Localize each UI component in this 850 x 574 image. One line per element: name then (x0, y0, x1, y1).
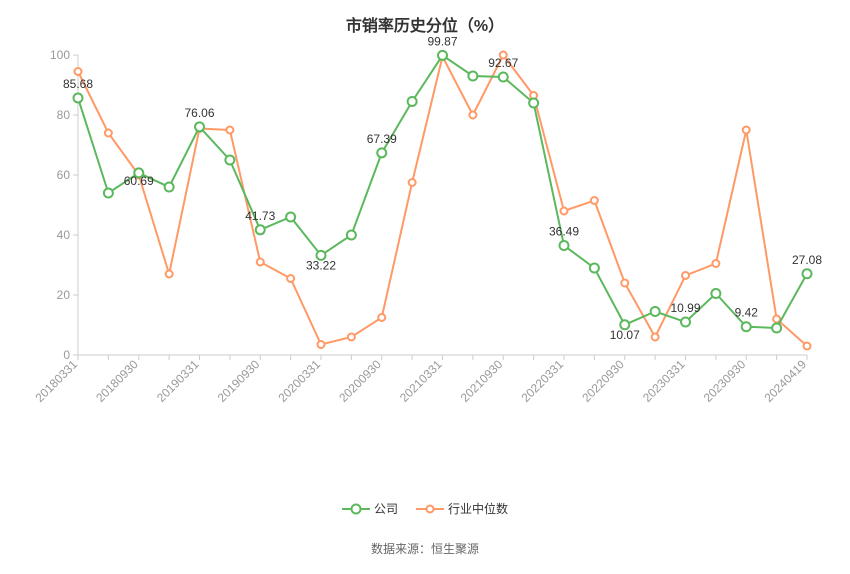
company-point-label: 60.69 (124, 174, 154, 188)
y-tick-label: 40 (57, 228, 71, 242)
median-marker[interactable] (773, 316, 780, 323)
company-marker[interactable] (772, 324, 781, 333)
company-marker[interactable] (560, 241, 569, 250)
median-marker[interactable] (409, 179, 416, 186)
x-tick-label: 20180331 (32, 357, 80, 405)
legend-median-label: 行业中位数 (448, 500, 508, 517)
median-marker[interactable] (561, 208, 568, 215)
ps-percentile-chart: 市销率历史分位（%） 02040608010020180331201809302… (0, 0, 850, 574)
median-marker[interactable] (591, 197, 598, 204)
x-tick-label: 20190331 (154, 357, 202, 405)
company-marker[interactable] (468, 72, 477, 81)
median-marker[interactable] (226, 127, 233, 134)
company-point-label: 99.87 (427, 34, 457, 48)
company-marker[interactable] (408, 97, 417, 106)
legend-company[interactable]: 公司 (342, 500, 398, 517)
plot-svg: 0204060801002018033120180930201903312019… (70, 45, 815, 425)
company-marker[interactable] (803, 269, 812, 278)
x-tick-label: 20230331 (640, 357, 688, 405)
median-marker[interactable] (804, 343, 811, 350)
company-point-label: 67.39 (367, 132, 397, 146)
legend-company-label: 公司 (374, 500, 398, 517)
legend: 公司 行业中位数 (0, 500, 850, 517)
median-marker[interactable] (712, 260, 719, 267)
company-point-label: 27.08 (792, 253, 822, 267)
legend-median-marker (416, 502, 444, 516)
company-point-label: 10.07 (610, 328, 640, 342)
median-marker[interactable] (287, 275, 294, 282)
company-marker[interactable] (590, 264, 599, 273)
x-tick-label: 20210930 (458, 357, 506, 405)
data-source: 数据来源：恒生聚源 (0, 540, 850, 557)
x-tick-label: 20220930 (579, 357, 627, 405)
median-marker[interactable] (257, 259, 264, 266)
company-marker[interactable] (286, 213, 295, 222)
company-point-label: 36.49 (549, 225, 579, 239)
company-point-label: 10.99 (670, 301, 700, 315)
median-marker[interactable] (652, 334, 659, 341)
y-tick-label: 20 (57, 288, 71, 302)
company-marker[interactable] (225, 156, 234, 165)
company-marker[interactable] (438, 51, 447, 60)
median-marker[interactable] (378, 314, 385, 321)
x-tick-label: 20190930 (215, 357, 263, 405)
x-tick-label: 20200930 (336, 357, 384, 405)
x-tick-label: 20220331 (518, 357, 566, 405)
company-point-label: 33.22 (306, 258, 336, 272)
company-marker[interactable] (165, 183, 174, 192)
company-marker[interactable] (499, 72, 508, 81)
y-tick-label: 80 (57, 108, 71, 122)
company-marker[interactable] (742, 322, 751, 331)
plot-area: 0204060801002018033120180930201903312019… (70, 45, 815, 425)
x-tick-label: 20200331 (275, 357, 323, 405)
x-tick-label: 20230930 (701, 357, 749, 405)
company-marker[interactable] (529, 99, 538, 108)
median-marker[interactable] (348, 334, 355, 341)
median-marker[interactable] (75, 68, 82, 75)
y-tick-label: 60 (57, 168, 71, 182)
median-marker[interactable] (682, 272, 689, 279)
company-marker[interactable] (256, 225, 265, 234)
median-marker[interactable] (621, 280, 628, 287)
chart-title: 市销率历史分位（%） (0, 12, 850, 36)
company-point-label: 41.73 (245, 209, 275, 223)
company-point-label: 85.68 (63, 77, 93, 91)
x-tick-label: 20240419 (761, 357, 809, 405)
x-tick-label: 20180930 (93, 357, 141, 405)
median-marker[interactable] (166, 271, 173, 278)
company-marker[interactable] (347, 231, 356, 240)
legend-company-marker (342, 502, 370, 516)
company-point-label: 92.67 (488, 56, 518, 70)
x-tick-label: 20210331 (397, 357, 445, 405)
company-marker[interactable] (195, 122, 204, 131)
company-marker[interactable] (377, 148, 386, 157)
y-tick-label: 100 (50, 48, 70, 62)
company-marker[interactable] (74, 93, 83, 102)
company-marker[interactable] (651, 307, 660, 316)
median-marker[interactable] (318, 341, 325, 348)
company-line (78, 55, 807, 328)
median-marker[interactable] (105, 130, 112, 137)
company-point-label: 76.06 (184, 106, 214, 120)
median-marker[interactable] (743, 127, 750, 134)
company-marker[interactable] (681, 318, 690, 327)
median-marker[interactable] (469, 112, 476, 119)
legend-median[interactable]: 行业中位数 (416, 500, 508, 517)
company-marker[interactable] (711, 289, 720, 298)
company-point-label: 9.42 (735, 306, 759, 320)
company-marker[interactable] (104, 189, 113, 198)
